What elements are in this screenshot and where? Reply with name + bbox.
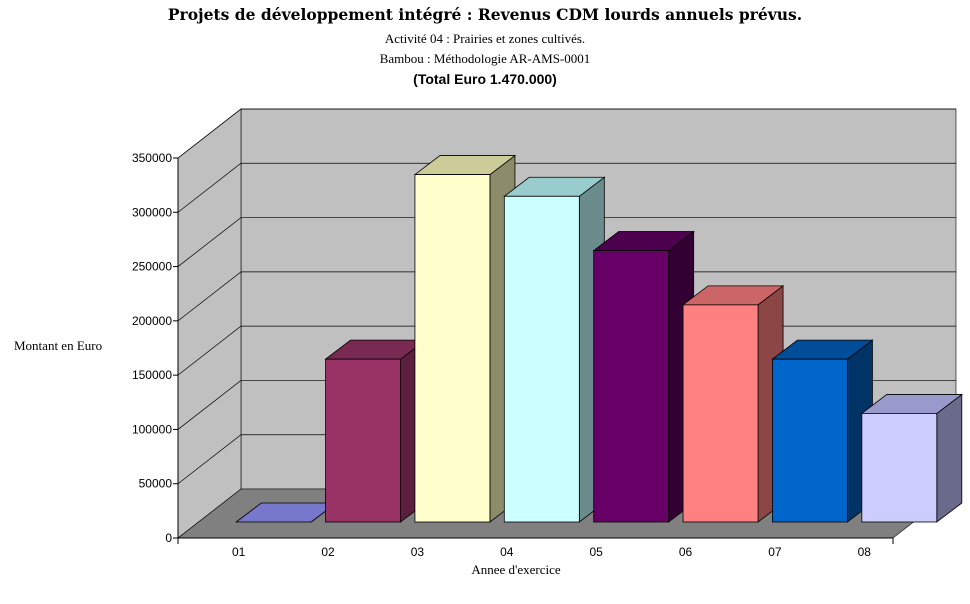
y-tick-label: 50000 <box>139 477 173 491</box>
bar <box>772 358 848 523</box>
x-tick-label: 04 <box>500 545 514 559</box>
bar <box>325 358 401 523</box>
chart-title: Projets de développement intégré : Reven… <box>167 5 803 24</box>
gridline <box>177 162 956 213</box>
y-tick-label: 0 <box>165 531 172 545</box>
y-tick-label: 150000 <box>132 368 172 382</box>
x-tick-label: 08 <box>858 545 872 559</box>
gridline <box>177 271 956 322</box>
y-tick-label: 100000 <box>132 422 172 436</box>
bar <box>682 304 759 523</box>
bar <box>593 250 670 523</box>
bar <box>414 174 491 523</box>
bar-side <box>936 393 963 523</box>
y-tick-label: 300000 <box>132 205 172 219</box>
bar <box>861 413 938 523</box>
chart-subtitle-methodology: Bambou : Méthodologie AR-AMS-0001 <box>379 51 591 66</box>
gridline <box>177 217 956 267</box>
gridline <box>177 108 956 159</box>
x-tick-label: 02 <box>321 545 335 559</box>
chart-subtitle-activity: Activité 04 : Prairies et zones cultivés… <box>384 31 586 46</box>
bar <box>503 195 580 523</box>
x-tick-label: 06 <box>679 545 693 559</box>
x-tick-label: 05 <box>590 545 604 559</box>
x-tick-label: 07 <box>768 545 782 559</box>
y-axis-label: Montant en Euro <box>14 338 103 353</box>
chart-subtitle-total: (Total Euro 1.470.000) <box>413 71 557 87</box>
x-tick-label: 01 <box>232 545 246 559</box>
y-tick-label: 350000 <box>132 151 172 165</box>
y-tick-label: 200000 <box>132 314 172 328</box>
side-wall <box>177 108 242 539</box>
x-tick-label: 03 <box>411 545 425 559</box>
x-axis-label: Annee d'exercice <box>471 562 561 577</box>
y-tick-label: 250000 <box>132 260 172 274</box>
